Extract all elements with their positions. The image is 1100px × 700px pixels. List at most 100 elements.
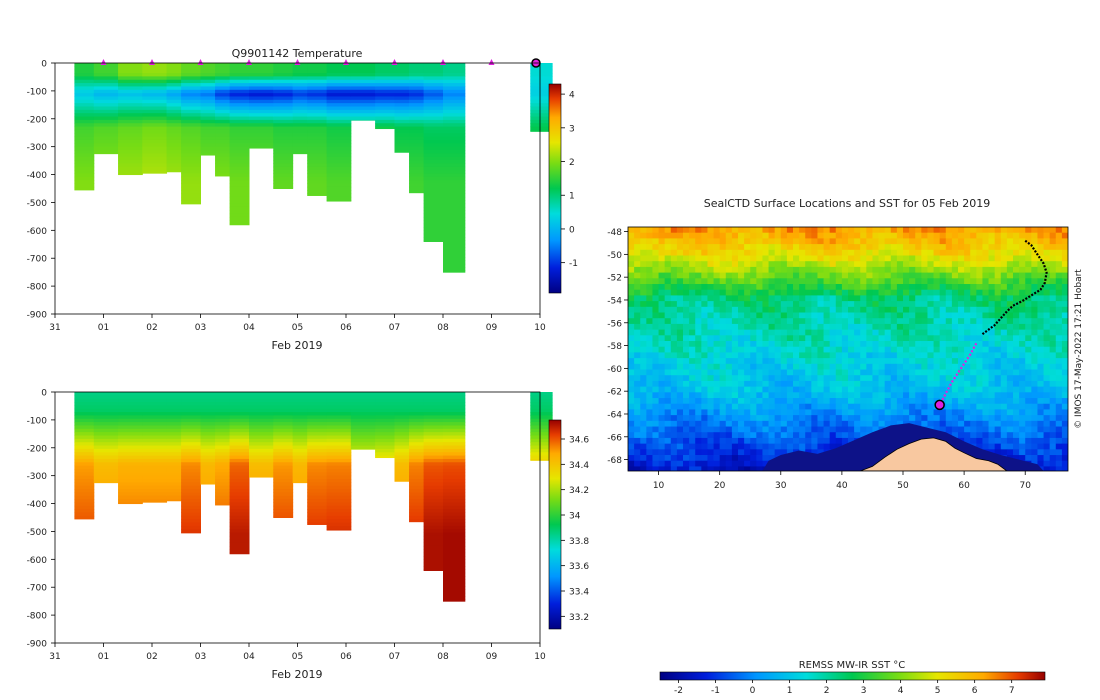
salinity-cell	[273, 435, 294, 440]
sst-cell	[970, 369, 977, 376]
sst-cell	[707, 392, 714, 399]
sst-cell	[933, 409, 941, 416]
sst-cell	[799, 369, 806, 376]
sst-cell	[780, 306, 788, 313]
temperature-cell	[530, 83, 553, 87]
sst-cell	[1006, 329, 1014, 336]
temperature-cell	[375, 116, 395, 121]
salinity-cell	[93, 435, 119, 440]
sst-cell	[1049, 352, 1057, 359]
salinity-cell	[166, 448, 182, 453]
temperature-cell	[142, 86, 168, 91]
sst-cell	[744, 335, 751, 342]
sst-cell	[1025, 232, 1032, 239]
sst-cell	[915, 255, 922, 262]
sst-cell	[909, 318, 916, 325]
sst-cell	[646, 346, 653, 353]
sst-cell	[658, 295, 666, 302]
sst-cell	[921, 261, 928, 268]
sst-cell	[683, 335, 690, 342]
sst-cell	[1037, 289, 1044, 296]
salinity-cell	[307, 519, 328, 524]
sst-cell	[750, 284, 757, 291]
sst-cell	[1006, 443, 1014, 450]
sst-cell	[1049, 420, 1057, 427]
sst-cell	[1031, 266, 1038, 274]
sst-cell	[1025, 426, 1032, 433]
sst-cell	[719, 346, 727, 353]
sst-cell	[841, 398, 849, 405]
sst-cell	[951, 278, 959, 285]
sst-cell	[909, 375, 916, 382]
sst-cell	[738, 392, 745, 399]
sst-cell	[1049, 443, 1057, 450]
temperature-cell	[181, 93, 201, 97]
sst-cell	[848, 398, 855, 405]
sst-cell	[707, 232, 714, 239]
sst-cell	[1037, 312, 1044, 319]
sst-cell	[634, 238, 641, 245]
sst-cell	[964, 255, 971, 262]
temperature-cell	[181, 63, 201, 67]
sst-cell	[994, 375, 1002, 382]
sst-cell	[1055, 432, 1063, 439]
sst-cell	[982, 341, 989, 348]
sst-cell	[768, 266, 776, 274]
salinity-cell	[423, 425, 444, 430]
sst-cell	[756, 301, 763, 308]
salinity-cell	[93, 479, 119, 483]
temperature-cell	[326, 176, 352, 181]
temperature-cell	[394, 66, 410, 71]
sst-cell	[780, 238, 788, 245]
sst-cell	[731, 238, 739, 245]
temperature-cell	[215, 86, 231, 91]
sst-cell	[823, 380, 831, 388]
salinity-cell	[394, 415, 410, 420]
sst-cell	[670, 352, 678, 359]
sst-cell	[768, 238, 776, 245]
temperature-cell	[273, 119, 294, 124]
sst-cell	[1043, 352, 1051, 359]
temperature-cell	[93, 106, 119, 111]
sst-cell	[994, 437, 1002, 445]
sst-cell	[762, 232, 769, 239]
temperature-cell	[423, 153, 444, 158]
sst-cell	[890, 232, 898, 239]
sst-cell	[1019, 375, 1026, 382]
sst-cell	[1019, 227, 1026, 234]
sst-cell	[756, 443, 763, 450]
temperature-cell	[249, 79, 274, 84]
sst-cell	[756, 238, 763, 245]
salinity-cell	[215, 458, 231, 463]
temperature-cell	[273, 173, 294, 178]
sst-cell	[903, 266, 910, 274]
sst-cell	[652, 375, 659, 382]
y-tick-label: -600	[27, 556, 48, 566]
temperature-cell	[215, 99, 231, 104]
sst-cell	[915, 386, 922, 393]
sst-cell	[835, 295, 843, 302]
sst-cell	[970, 266, 977, 274]
salinity-cell	[249, 442, 274, 447]
sst-cell	[884, 312, 892, 319]
temperature-cell	[215, 123, 231, 128]
sst-cell	[884, 420, 892, 427]
sst-cell	[933, 249, 941, 256]
temperature-cell	[409, 73, 425, 77]
temperature-cell	[229, 76, 250, 81]
sst-cell	[921, 227, 928, 234]
temperature-cell	[118, 160, 143, 164]
sst-cell	[811, 380, 818, 388]
sst-cell	[774, 398, 782, 405]
sst-cell	[634, 380, 641, 388]
sst-cell	[915, 346, 922, 353]
sst-cell	[1025, 227, 1032, 234]
sst-cell	[762, 432, 769, 439]
salinity-cell	[200, 418, 216, 423]
sst-cell	[786, 306, 794, 313]
sst-cell	[683, 272, 690, 279]
temperature-cell	[74, 129, 95, 134]
sst-cell	[909, 363, 916, 370]
sst-cell	[878, 289, 886, 296]
temperature-cell	[200, 126, 216, 131]
